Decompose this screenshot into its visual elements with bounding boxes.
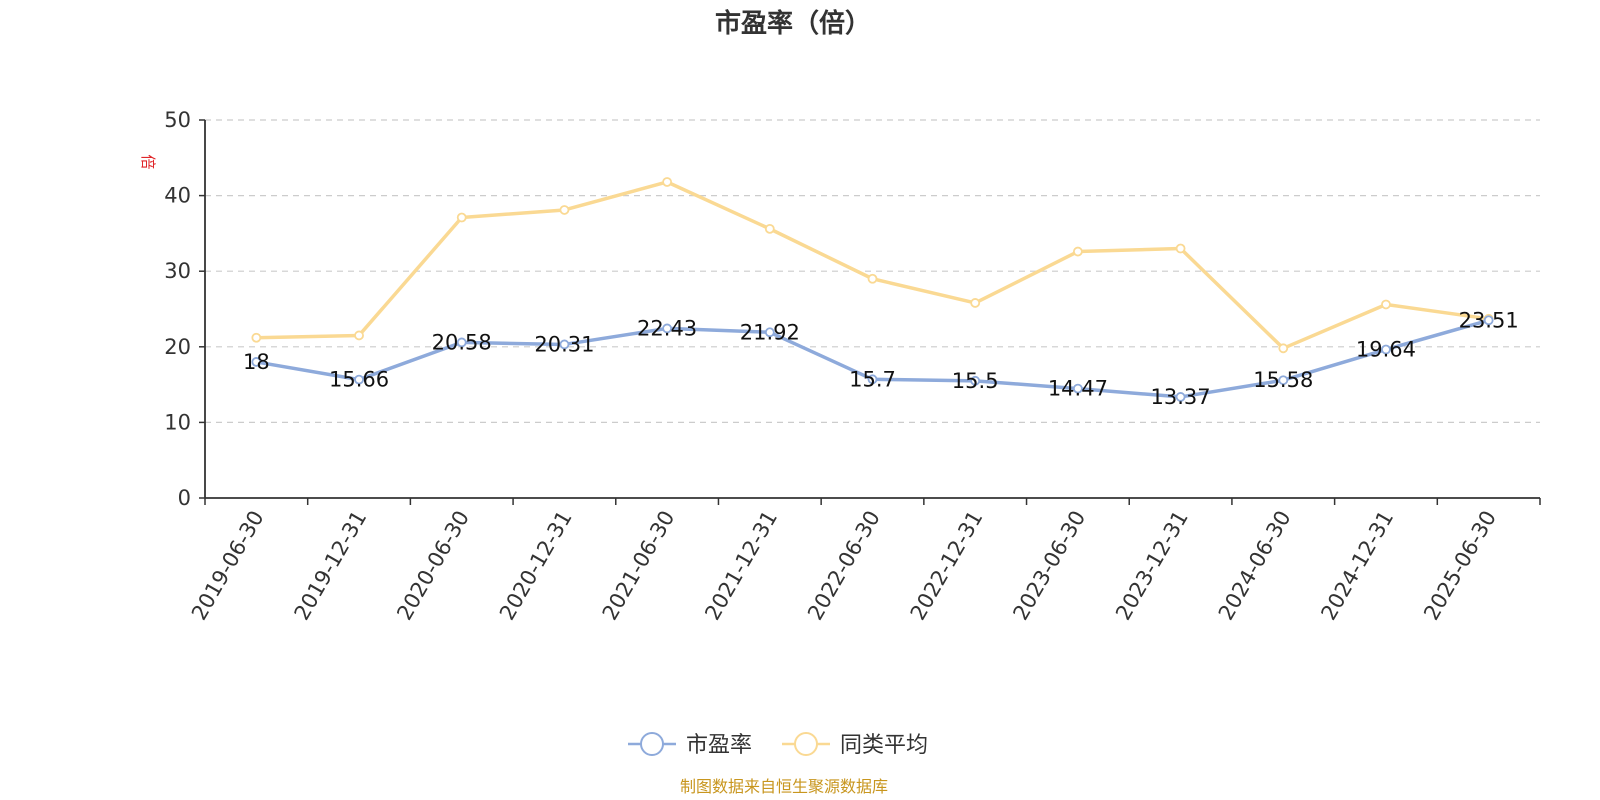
data-label: 15.7	[849, 367, 896, 391]
data-point[interactable]	[764, 223, 775, 234]
data-point[interactable]	[1278, 375, 1289, 386]
y-tick-label: 10	[164, 410, 191, 434]
x-tick-label: 2022-12-31	[906, 507, 988, 625]
data-point[interactable]	[456, 212, 467, 223]
legend-item[interactable]: 同类平均	[782, 732, 928, 758]
x-tick-label: 2025-06-30	[1419, 507, 1501, 625]
data-point[interactable]	[559, 205, 570, 215]
x-tick-label: 2020-12-31	[495, 507, 577, 625]
data-point[interactable]	[354, 374, 364, 385]
x-tick-label: 2021-12-31	[700, 507, 782, 625]
data-point[interactable]	[867, 374, 878, 385]
x-tick-label: 2020-06-30	[392, 507, 474, 625]
legend-marker-icon	[794, 732, 818, 756]
data-point[interactable]	[1175, 392, 1186, 402]
data-label: 19.64	[1356, 338, 1416, 362]
x-tick-label: 2024-06-30	[1214, 507, 1296, 625]
data-source-note: 制图数据来自恒生聚源数据库	[680, 777, 888, 796]
y-tick-label: 40	[164, 184, 191, 208]
data-point[interactable]	[456, 337, 467, 348]
legend[interactable]: 市盈率 同类平均	[628, 732, 928, 758]
legend-marker-icon	[640, 732, 664, 756]
data-labels: 18 15.66 20.58 20.31 22.43 21.92 15.7 15.5 14.47…	[243, 308, 1519, 409]
data-label: 13.37	[1151, 385, 1211, 409]
data-point[interactable]	[764, 327, 775, 338]
data-point[interactable]	[1381, 344, 1391, 355]
legend-label: 市盈率	[686, 733, 752, 758]
y-axis-unit-label: 倍	[139, 154, 157, 169]
y-tick-label: 20	[164, 335, 191, 359]
data-point[interactable]	[354, 330, 364, 341]
data-label: 15.5	[952, 369, 999, 393]
data-label: 15.58	[1253, 368, 1313, 392]
x-tick-label: 2023-12-31	[1111, 507, 1193, 625]
series-line	[256, 180, 1489, 351]
y-tick-label: 30	[164, 259, 191, 283]
x-tick-label: 2023-06-30	[1008, 507, 1090, 625]
grid-lines	[205, 119, 1540, 423]
data-point[interactable]	[1072, 246, 1083, 257]
x-tick-label: 2021-06-30	[598, 507, 680, 625]
data-point[interactable]	[867, 273, 878, 284]
series-0	[251, 315, 1494, 402]
y-tick-label: 0	[178, 486, 191, 510]
data-point[interactable]	[970, 298, 981, 308]
x-tick-label: 2024-12-31	[1316, 507, 1398, 625]
data-label: 18	[243, 350, 270, 374]
data-point[interactable]	[1483, 315, 1494, 326]
x-tick-label: 2019-12-31	[290, 507, 372, 625]
x-tick-label: 2019-06-30	[187, 507, 269, 625]
data-point[interactable]	[251, 332, 262, 343]
data-label: 14.47	[1048, 377, 1108, 401]
data-point[interactable]	[1278, 343, 1289, 354]
data-label: 21.92	[740, 320, 800, 344]
data-label: 20.58	[432, 330, 492, 354]
data-point[interactable]	[1381, 299, 1391, 310]
data-point[interactable]	[251, 357, 262, 367]
series-lines	[251, 177, 1494, 402]
y-tick-label: 50	[164, 108, 191, 132]
data-point[interactable]	[1072, 383, 1083, 394]
data-point[interactable]	[662, 323, 673, 334]
data-label: 23.51	[1459, 308, 1519, 332]
legend-label: 同类平均	[840, 733, 928, 758]
data-point[interactable]	[559, 339, 570, 350]
data-label: 20.31	[534, 332, 594, 356]
legend-item[interactable]: 市盈率	[628, 732, 752, 758]
chart-title: 市盈率（倍）	[715, 8, 871, 39]
data-label: 15.66	[329, 368, 389, 392]
data-point[interactable]	[662, 177, 673, 187]
x-tick-label: 2022-06-30	[803, 507, 885, 625]
data-point[interactable]	[970, 375, 981, 386]
data-point[interactable]	[1175, 243, 1186, 254]
series-1	[251, 177, 1494, 354]
data-label: 22.43	[637, 316, 697, 340]
